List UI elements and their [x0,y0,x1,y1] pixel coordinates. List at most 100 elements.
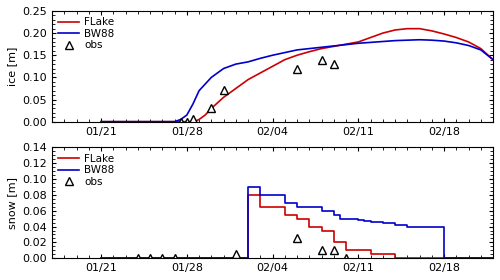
BW88 [196,256,202,260]
BW88 [233,256,239,260]
BW88 [356,219,362,222]
FLake [98,256,104,260]
FLake [196,256,202,260]
obs [208,107,214,110]
obs [220,88,226,92]
FLake [270,65,276,68]
FLake [160,120,166,123]
BW88 [172,256,177,260]
BW88 [356,42,362,45]
FLake [191,120,197,123]
BW88 [454,256,460,260]
Legend: FLake, BW88, obs: FLake, BW88, obs [55,151,118,190]
obs [160,256,166,260]
BW88 [306,47,312,50]
BW88 [404,38,410,42]
BW88 [380,40,386,43]
BW88 [244,256,250,260]
BW88 [429,38,435,42]
BW88 [258,57,264,60]
FLake [368,36,374,39]
FLake [356,40,362,44]
Legend: FLake, BW88, obs: FLake, BW88, obs [55,14,118,53]
obs [331,62,337,66]
FLake [404,256,410,260]
BW88 [416,225,422,228]
FLake [294,217,300,220]
BW88 [490,58,496,61]
Line: obs: obs [176,55,338,126]
BW88 [282,51,288,54]
Line: BW88: BW88 [101,40,493,122]
obs [318,58,324,61]
FLake [233,87,239,90]
FLake [208,107,214,110]
FLake [160,256,166,260]
FLake [306,50,312,53]
Line: FLake: FLake [101,29,493,122]
FLake [220,96,226,99]
FLake [490,256,496,260]
FLake [343,249,349,252]
BW88 [178,118,184,121]
FLake [135,256,141,260]
FLake [478,47,484,50]
FLake [184,120,190,123]
BW88 [337,217,343,220]
BW88 [429,225,435,228]
FLake [196,118,202,121]
Y-axis label: ice [m]: ice [m] [7,46,17,86]
FLake [490,58,496,61]
FLake [318,229,324,232]
FLake [258,71,264,75]
BW88 [343,43,349,46]
FLake [380,253,386,256]
FLake [122,256,128,260]
BW88 [147,256,153,260]
BW88 [441,39,447,43]
BW88 [318,209,324,213]
BW88 [368,41,374,44]
FLake [416,27,422,30]
obs [331,249,337,252]
FLake [147,256,153,260]
BW88 [380,222,386,225]
FLake [258,205,264,209]
BW88 [368,220,374,223]
BW88 [98,256,104,260]
FLake [441,256,447,260]
Y-axis label: snow [m]: snow [m] [7,177,17,229]
obs [172,256,177,260]
FLake [147,120,153,123]
BW88 [343,217,349,220]
FLake [356,249,362,252]
FLake [368,253,374,256]
Line: BW88: BW88 [101,187,493,258]
FLake [233,256,239,260]
FLake [244,256,250,260]
FLake [98,120,104,123]
FLake [380,31,386,35]
BW88 [122,120,128,123]
BW88 [258,193,264,197]
BW88 [441,256,447,260]
BW88 [98,120,104,123]
BW88 [478,256,484,260]
FLake [245,78,251,81]
BW88 [416,38,422,41]
BW88 [466,256,471,260]
BW88 [294,48,300,52]
obs [233,253,239,256]
obs [318,249,324,252]
FLake [110,256,116,260]
BW88 [110,120,116,123]
FLake [318,47,324,50]
FLake [429,29,435,32]
FLake [172,256,177,260]
obs [178,120,184,123]
FLake [466,40,471,44]
FLake [122,120,128,123]
BW88 [172,120,177,123]
BW88 [110,256,116,260]
BW88 [392,39,398,42]
